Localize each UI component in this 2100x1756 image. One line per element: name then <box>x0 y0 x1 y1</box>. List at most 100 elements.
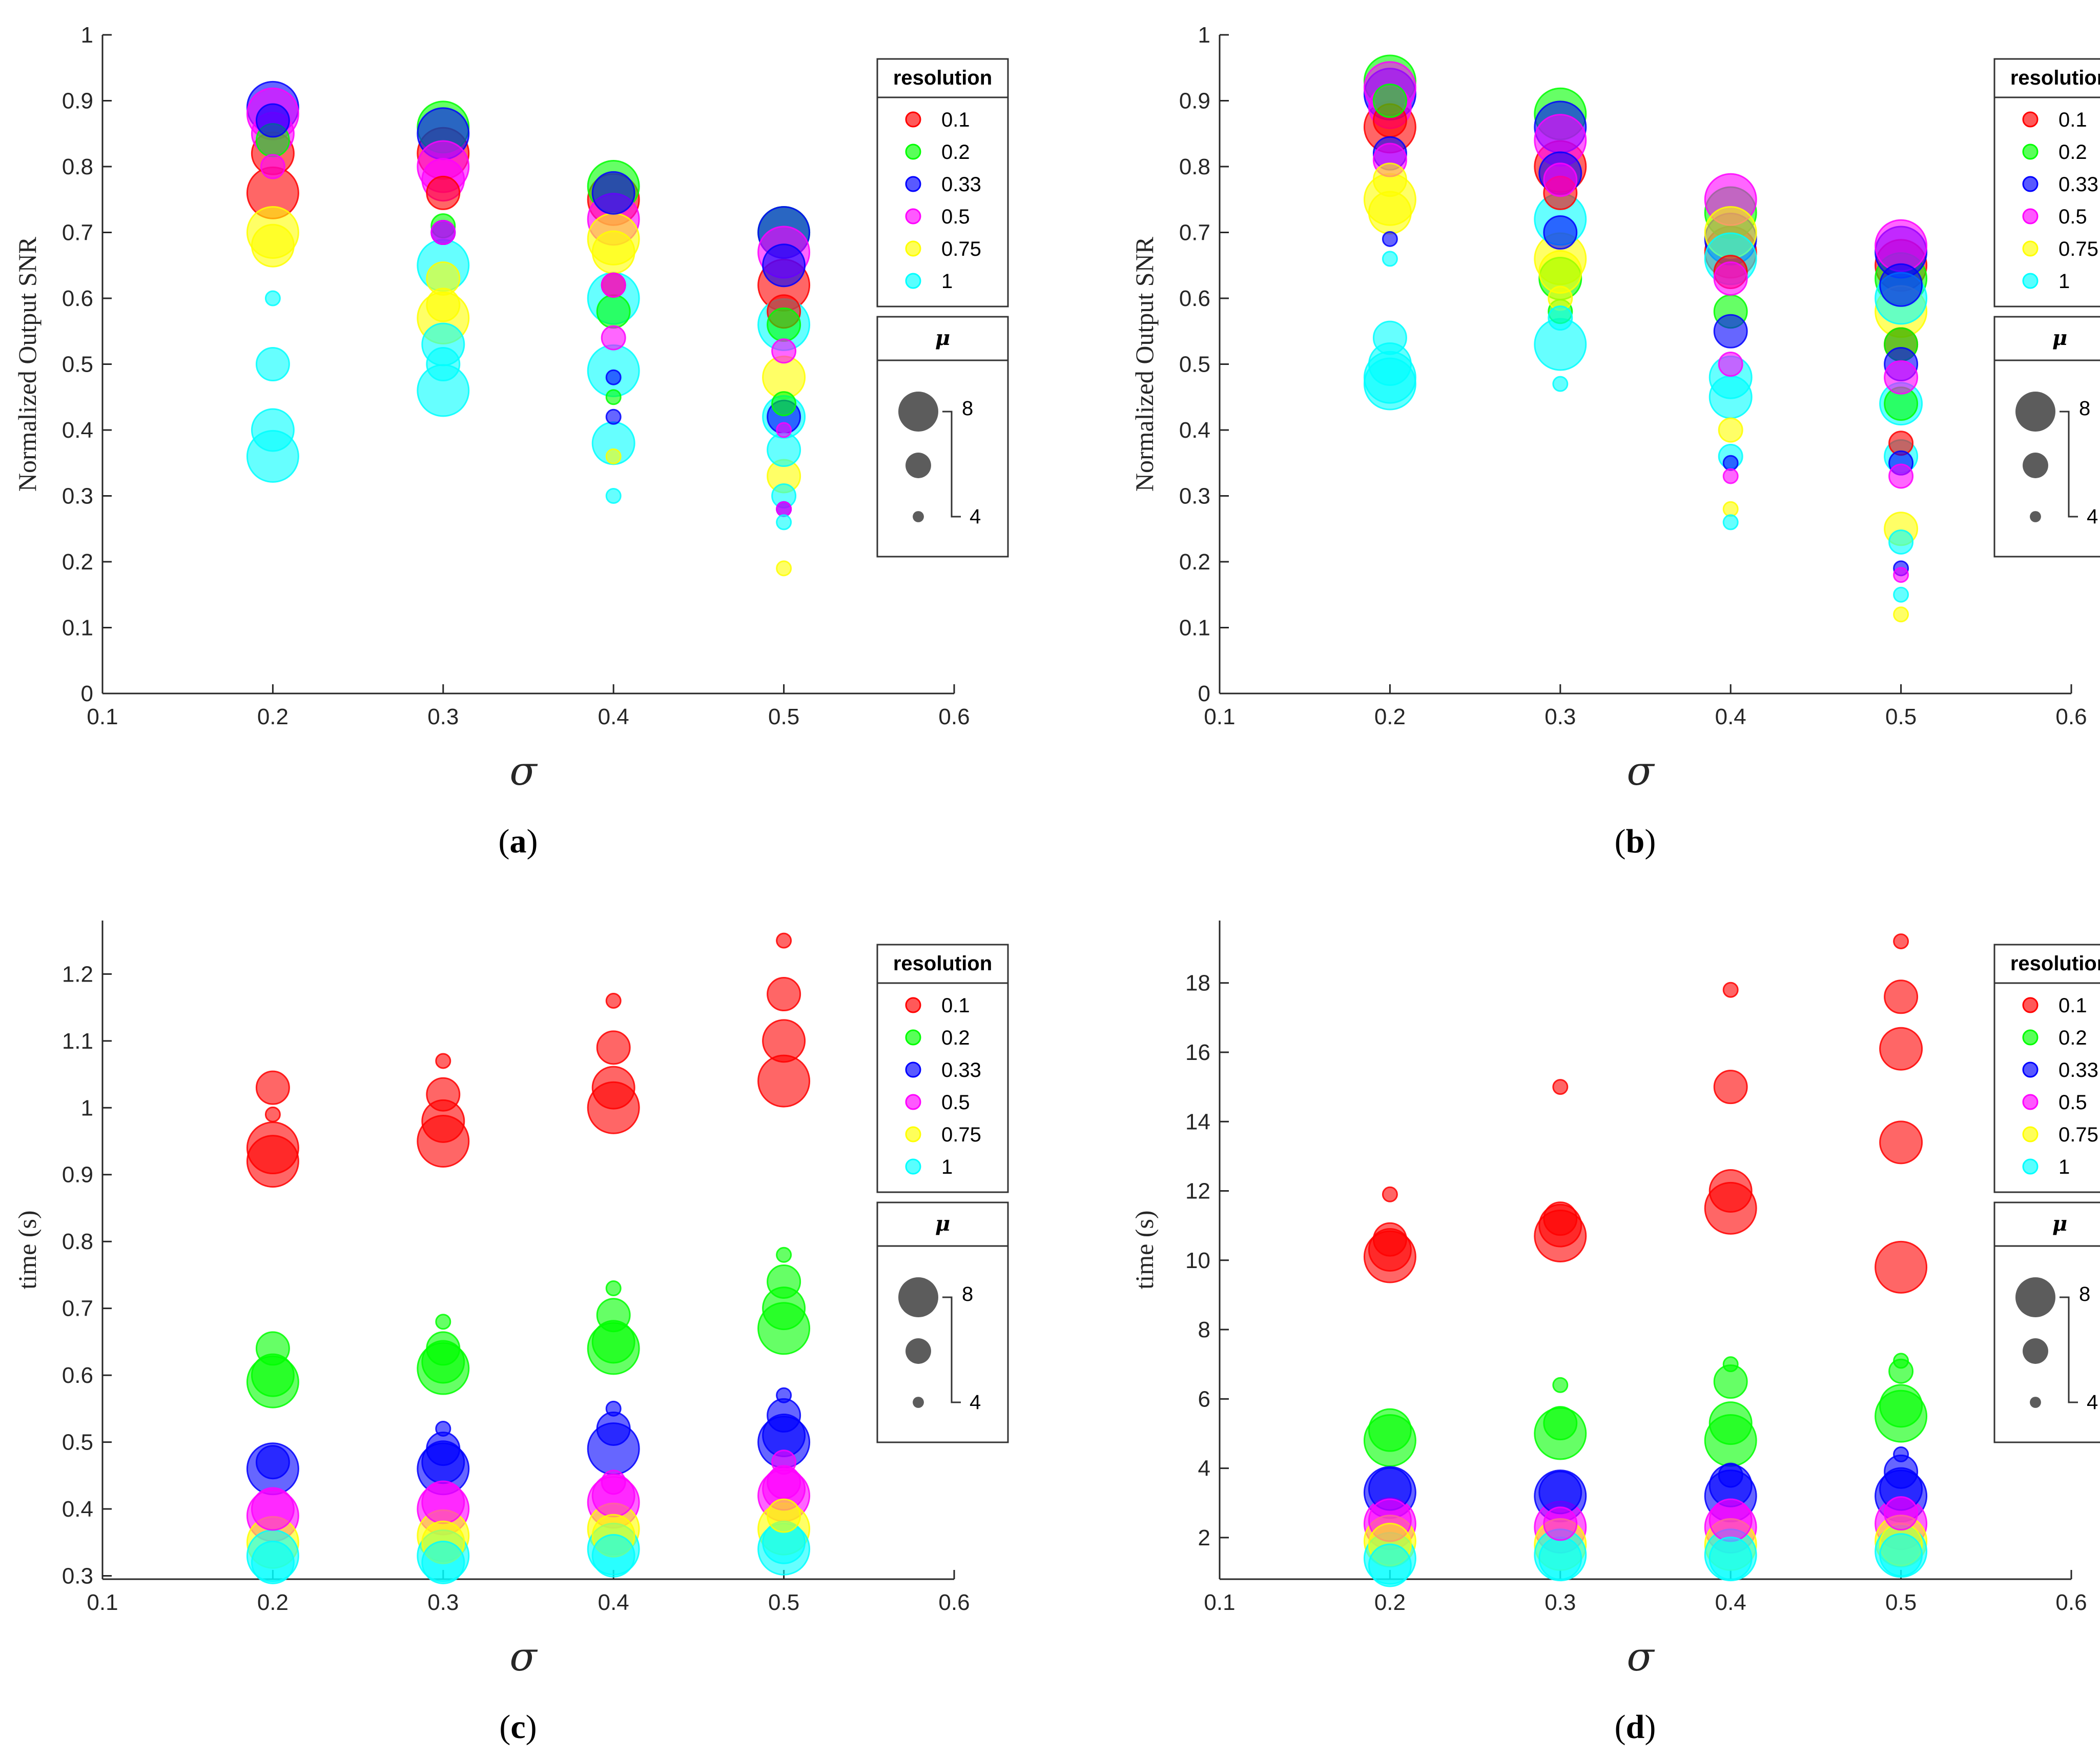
y-tick-label: 1 <box>81 1095 93 1120</box>
size-legend-bracket <box>942 411 961 518</box>
size-legend-title: μ <box>935 1212 950 1236</box>
size-legend-marker <box>913 511 924 522</box>
legend-entry-label: 0.2 <box>941 141 970 164</box>
panel-caption: (c) <box>499 1708 537 1746</box>
data-point-res-0_2 <box>767 307 801 342</box>
legend-entry-label: 0.33 <box>2058 1059 2098 1081</box>
data-point-res-0_5 <box>776 422 792 438</box>
y-tick-label: 0.8 <box>1179 154 1210 179</box>
legend-marker <box>2022 144 2039 160</box>
legend-box <box>876 944 1009 1193</box>
data-point-res-0_33 <box>435 1420 451 1437</box>
data-point-res-1 <box>1382 251 1398 267</box>
size-legend-min-label: 4 <box>2087 1391 2098 1414</box>
y-tick-label: 0.3 <box>1179 484 1210 509</box>
data-point-res-1 <box>1368 1543 1412 1587</box>
data-point-res-1 <box>1722 514 1739 530</box>
x-axis-label: σ <box>1627 1634 1655 1680</box>
data-point-res-0_75 <box>1718 417 1743 443</box>
data-point-res-1 <box>1879 1533 1923 1577</box>
legend-marker <box>905 208 921 224</box>
size-legend: μ 8 4 <box>876 1201 1009 1443</box>
size-legend-marker <box>898 392 938 432</box>
data-point-res-1 <box>591 1534 635 1578</box>
data-point-res-0_75 <box>1722 501 1739 517</box>
data-point-res-0_5 <box>1884 1496 1919 1530</box>
y-tick-label: 0.4 <box>62 418 93 443</box>
size-legend-max-label: 8 <box>962 1283 973 1305</box>
data-point-res-0_1 <box>757 1054 811 1108</box>
legend-title: resolution <box>893 67 992 89</box>
x-tick-label: 0.3 <box>427 704 459 729</box>
legend-entry-label: 0.33 <box>2058 173 2098 196</box>
data-point-res-0_2 <box>596 1298 631 1333</box>
size-legend-marker <box>913 1397 924 1408</box>
size-legend-bracket <box>2060 1296 2078 1403</box>
size-legend-marker <box>905 1338 931 1364</box>
y-tick-label: 0.9 <box>62 89 93 114</box>
x-tick-label: 0.1 <box>1204 704 1235 729</box>
x-tick-label: 0.2 <box>1374 1590 1406 1615</box>
y-axis-label: time (s) <box>13 1210 42 1289</box>
y-tick-label: 18 <box>1185 971 1210 996</box>
legend-marker <box>905 111 921 128</box>
x-axis-label: σ <box>509 748 538 794</box>
data-point-res-1 <box>421 1540 465 1584</box>
data-point-res-0_33 <box>776 1387 792 1403</box>
data-point-res-0_5 <box>430 220 456 245</box>
panel-caption: (d) <box>1615 1708 1656 1746</box>
data-point-res-0_1 <box>255 1070 290 1105</box>
legend-title: resolution <box>893 952 992 975</box>
size-legend-min-label: 4 <box>970 1391 981 1414</box>
data-point-res-0_1 <box>264 1106 281 1122</box>
y-tick-label: 1 <box>81 23 93 48</box>
size-legend-marker <box>2015 1277 2055 1317</box>
legend-marker <box>905 273 921 289</box>
legend-marker <box>2022 997 2039 1013</box>
y-tick-label: 12 <box>1185 1179 1210 1204</box>
data-point-res-0_5 <box>251 1487 295 1531</box>
chart-panel-c: 0.1 0.2 0.3 0.4 0.5 0.6 0.3 0.4 0.5 0.6 0.7 0.8 0.9 1… <box>13 921 1009 1746</box>
y-tick-label: 0.5 <box>62 1430 93 1455</box>
y-tick-label: 1 <box>1198 23 1210 48</box>
legend-marker <box>2022 1158 2039 1175</box>
y-tick-label: 1.1 <box>62 1029 93 1054</box>
data-point-res-0_1 <box>767 977 801 1012</box>
y-tick-label: 0 <box>81 681 93 706</box>
data-point-res-1 <box>1708 1536 1753 1580</box>
data-point-res-0_1 <box>1893 933 1909 950</box>
data-point-res-0_33 <box>591 171 635 215</box>
chart-panel-b: 0.1 0.2 0.3 0.4 0.5 0.600.10.20.30.40.50.60.7… <box>1130 23 2100 860</box>
data-point-res-0_1 <box>1884 979 1919 1014</box>
size-legend-max-label: 8 <box>2079 1283 2090 1305</box>
data-point-res-0_75 <box>1893 606 1909 623</box>
y-axis-label: Normalized Output SNR <box>1130 236 1159 492</box>
y-tick-label: 0.7 <box>1179 220 1210 246</box>
data-point-res-0_1 <box>1543 1201 1578 1236</box>
y-tick-label: 0.4 <box>1179 418 1210 443</box>
legend-title: resolution <box>2010 67 2100 89</box>
size-legend-marker <box>2023 453 2048 478</box>
y-tick-label: 16 <box>1185 1040 1210 1065</box>
data-point-res-1 <box>776 514 792 530</box>
x-axis-label: σ <box>509 1634 538 1680</box>
x-tick-label: 0.3 <box>1545 1590 1576 1615</box>
size-legend-max-label: 8 <box>962 397 973 420</box>
panel-caption: (a) <box>499 823 538 860</box>
data-point-res-1 <box>255 347 290 381</box>
data-point-res-0_2 <box>605 1280 622 1297</box>
y-tick-label: 0.6 <box>1179 286 1210 311</box>
data-point-res-0_75 <box>767 1498 801 1533</box>
legend-marker <box>905 1029 921 1046</box>
legend-entry-label: 0.1 <box>2058 994 2087 1017</box>
y-tick-label: 0.9 <box>62 1162 93 1188</box>
color-legend: resolution 0.1 0.2 0.33 0.5 0.75 1 <box>1993 944 2100 1193</box>
legend-marker <box>905 176 921 192</box>
data-point-res-0_2 <box>771 391 797 417</box>
legend-entry-label: 0.75 <box>2058 1124 2098 1146</box>
size-legend-box <box>876 316 1009 558</box>
data-point-res-1 <box>767 433 801 467</box>
legend-entry-label: 0.33 <box>941 1059 981 1081</box>
